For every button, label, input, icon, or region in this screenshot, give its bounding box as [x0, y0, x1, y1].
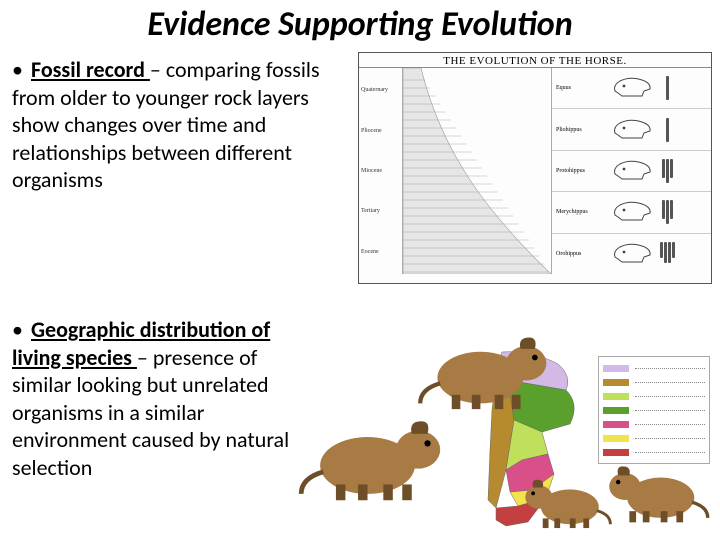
bullet-fossil-record: • Fossil record – comparing fossils from… — [12, 56, 352, 194]
legend-swatch — [603, 421, 629, 428]
legend-swatch — [603, 393, 629, 400]
map-legend — [598, 356, 710, 464]
figure-horse-body: QuaternaryPlioceneMioceneTertiaryEocene … — [359, 68, 711, 274]
foot-icon — [658, 76, 676, 100]
legend-line — [635, 381, 705, 383]
skull-icon — [612, 160, 652, 182]
species-name: Merychippus — [556, 209, 606, 215]
legend-row — [603, 375, 705, 389]
foot-icon — [658, 159, 676, 183]
epoch-column: Quaternary Pliocene Miocene Tertiary Eocene — [359, 68, 403, 274]
species-row: Orohippus — [552, 234, 711, 274]
species-name: Equus — [556, 85, 606, 91]
legend-row — [603, 389, 705, 403]
rodent-icon — [298, 406, 456, 506]
legend-line — [635, 437, 705, 439]
species-row: Pliohippus — [552, 109, 711, 150]
legend-swatch — [603, 379, 629, 386]
skull-icon — [612, 243, 652, 265]
legend-line — [635, 423, 705, 425]
legend-row — [603, 403, 705, 417]
epoch-label: Miocene — [361, 168, 400, 174]
legend-swatch — [603, 365, 629, 372]
species-column: Equus Pliohippus Protohippus Merychippus Oro… — [551, 68, 711, 274]
figure-horse-evolution: THE EVOLUTION OF THE HORSE. Quaternary Pl… — [358, 52, 712, 284]
legend-row — [603, 431, 705, 445]
species-name: Orohippus — [556, 251, 606, 257]
figure-horse-title: THE EVOLUTION OF THE HORSE. — [359, 53, 711, 68]
skull-icon — [612, 201, 652, 223]
bullet-marker: • — [12, 316, 26, 344]
species-row: Equus — [552, 68, 711, 109]
species-row: Protohippus — [552, 151, 711, 192]
legend-swatch — [603, 407, 629, 414]
rodent-icon — [598, 452, 710, 530]
epoch-label: Pliocene — [361, 128, 400, 134]
foot-icon — [658, 118, 676, 142]
foot-icon — [658, 200, 676, 224]
skull-icon — [612, 119, 652, 141]
legend-line — [635, 367, 705, 369]
legend-line — [635, 395, 705, 397]
foot-icon — [658, 242, 676, 266]
legend-row — [603, 361, 705, 375]
skull-icon — [612, 77, 652, 99]
bullet-geographic-distribution: • Geographic distribution of living spec… — [12, 316, 296, 481]
rodent-icon — [414, 326, 564, 412]
slide: Evidence Supporting Evolution • Fossil r… — [0, 0, 720, 540]
bullet-term: Fossil record — [31, 56, 150, 83]
species-name: Protohippus — [556, 168, 606, 174]
figure-geographic-distribution — [298, 320, 712, 530]
legend-row — [603, 417, 705, 431]
legend-swatch — [603, 435, 629, 442]
epoch-label: Quaternary — [361, 87, 400, 93]
species-name: Pliohippus — [556, 127, 606, 133]
slide-title: Evidence Supporting Evolution — [0, 4, 720, 45]
bullet-marker: • — [12, 56, 26, 84]
strata-diagram — [403, 68, 551, 274]
epoch-label: Eocene — [361, 249, 400, 255]
species-row: Merychippus — [552, 192, 711, 233]
legend-line — [635, 409, 705, 411]
epoch-label: Tertiary — [361, 208, 400, 214]
